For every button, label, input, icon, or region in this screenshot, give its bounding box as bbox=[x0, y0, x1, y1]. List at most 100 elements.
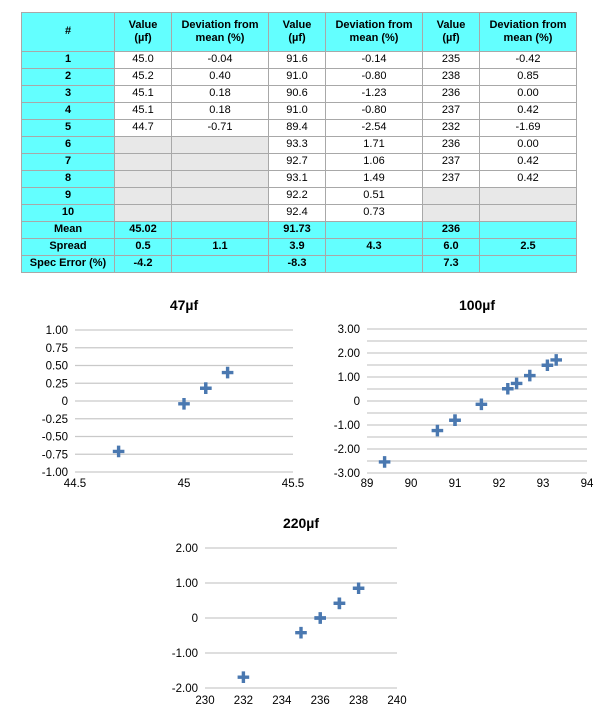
row-label[interactable]: 3 bbox=[21, 85, 115, 103]
table-cell[interactable] bbox=[171, 204, 269, 222]
table-cell[interactable] bbox=[114, 187, 172, 205]
table-cell[interactable] bbox=[114, 153, 172, 171]
table-cell[interactable]: 0.00 bbox=[479, 136, 577, 154]
column-header[interactable]: Deviation from mean (%) bbox=[325, 12, 423, 52]
table-cell[interactable] bbox=[171, 255, 269, 273]
table-cell[interactable]: 91.73 bbox=[268, 221, 326, 239]
table-cell[interactable]: 0.18 bbox=[171, 85, 269, 103]
row-label[interactable]: 5 bbox=[21, 119, 115, 137]
table-cell[interactable]: 236 bbox=[422, 136, 480, 154]
table-cell[interactable] bbox=[479, 221, 577, 239]
table-cell[interactable] bbox=[114, 136, 172, 154]
table-cell[interactable] bbox=[114, 170, 172, 188]
table-cell[interactable]: 0.40 bbox=[171, 68, 269, 86]
table-cell[interactable]: 91.6 bbox=[268, 51, 326, 69]
table-cell[interactable] bbox=[171, 153, 269, 171]
table-cell[interactable]: 3.9 bbox=[268, 238, 326, 256]
row-label[interactable]: 10 bbox=[21, 204, 115, 222]
table-cell[interactable]: 92.2 bbox=[268, 187, 326, 205]
table-cell[interactable]: 237 bbox=[422, 170, 480, 188]
table-cell[interactable] bbox=[422, 187, 480, 205]
table-cell[interactable]: 92.4 bbox=[268, 204, 326, 222]
row-label[interactable]: Mean bbox=[21, 221, 115, 239]
table-cell[interactable] bbox=[171, 187, 269, 205]
table-cell[interactable]: 45.0 bbox=[114, 51, 172, 69]
table-cell[interactable]: 237 bbox=[422, 153, 480, 171]
column-header[interactable]: Value (µf) bbox=[422, 12, 480, 52]
table-cell[interactable] bbox=[325, 255, 423, 273]
table-cell[interactable] bbox=[171, 221, 269, 239]
row-label[interactable]: Spread bbox=[21, 238, 115, 256]
column-header[interactable]: Deviation from mean (%) bbox=[479, 12, 577, 52]
row-label[interactable]: 7 bbox=[21, 153, 115, 171]
table-cell[interactable]: 0.42 bbox=[479, 102, 577, 120]
row-label[interactable]: 6 bbox=[21, 136, 115, 154]
table-cell[interactable]: 4.3 bbox=[325, 238, 423, 256]
column-header[interactable]: Deviation from mean (%) bbox=[171, 12, 269, 52]
table-cell[interactable]: 90.6 bbox=[268, 85, 326, 103]
table-cell[interactable]: 0.51 bbox=[325, 187, 423, 205]
table-cell[interactable]: 44.7 bbox=[114, 119, 172, 137]
table-cell[interactable]: 237 bbox=[422, 102, 480, 120]
table-cell[interactable] bbox=[325, 221, 423, 239]
table-cell[interactable]: 0.18 bbox=[171, 102, 269, 120]
table-cell[interactable] bbox=[171, 170, 269, 188]
table-cell[interactable]: 0.00 bbox=[479, 85, 577, 103]
table-cell[interactable]: 235 bbox=[422, 51, 480, 69]
table-cell[interactable]: 1.06 bbox=[325, 153, 423, 171]
table-cell[interactable]: 2.5 bbox=[479, 238, 577, 256]
table-cell[interactable]: 0.42 bbox=[479, 153, 577, 171]
table-cell[interactable]: -0.04 bbox=[171, 51, 269, 69]
row-label[interactable]: 1 bbox=[21, 51, 115, 69]
table-cell[interactable]: -2.54 bbox=[325, 119, 423, 137]
table-cell[interactable]: 91.0 bbox=[268, 68, 326, 86]
scatter-plot[interactable]: 1.00 0.75 0.50 0.25 0 -0.25 -0.50 -0.75 -1.0044.… bbox=[27, 292, 312, 497]
table-cell[interactable]: 93.1 bbox=[268, 170, 326, 188]
table-cell[interactable]: 0.73 bbox=[325, 204, 423, 222]
table-cell[interactable]: -8.3 bbox=[268, 255, 326, 273]
row-label[interactable]: 2 bbox=[21, 68, 115, 86]
table-cell[interactable] bbox=[479, 187, 577, 205]
table-cell[interactable]: 236 bbox=[422, 221, 480, 239]
table-cell[interactable] bbox=[479, 255, 577, 273]
row-label[interactable]: Spec Error (%) bbox=[21, 255, 115, 273]
table-cell[interactable]: 92.7 bbox=[268, 153, 326, 171]
table-cell[interactable]: -1.23 bbox=[325, 85, 423, 103]
table-cell[interactable]: 1.49 bbox=[325, 170, 423, 188]
table-cell[interactable]: 45.1 bbox=[114, 102, 172, 120]
table-cell[interactable]: 93.3 bbox=[268, 136, 326, 154]
table-cell[interactable] bbox=[422, 204, 480, 222]
table-cell[interactable]: 0.85 bbox=[479, 68, 577, 86]
table-cell[interactable]: 0.42 bbox=[479, 170, 577, 188]
table-cell[interactable]: 1.71 bbox=[325, 136, 423, 154]
table-cell[interactable]: -4.2 bbox=[114, 255, 172, 273]
table-cell[interactable]: 89.4 bbox=[268, 119, 326, 137]
table-cell[interactable]: -0.80 bbox=[325, 68, 423, 86]
table-cell[interactable]: 236 bbox=[422, 85, 480, 103]
table-cell[interactable]: 238 bbox=[422, 68, 480, 86]
table-cell[interactable]: -0.42 bbox=[479, 51, 577, 69]
table-cell[interactable] bbox=[479, 204, 577, 222]
table-cell[interactable]: 6.0 bbox=[422, 238, 480, 256]
table-cell[interactable]: -0.80 bbox=[325, 102, 423, 120]
corner-header[interactable]: # bbox=[21, 12, 115, 52]
table-cell[interactable]: 7.3 bbox=[422, 255, 480, 273]
table-cell[interactable]: -0.71 bbox=[171, 119, 269, 137]
table-cell[interactable]: -1.69 bbox=[479, 119, 577, 137]
table-cell[interactable]: 0.5 bbox=[114, 238, 172, 256]
table-cell[interactable]: 1.1 bbox=[171, 238, 269, 256]
table-cell[interactable]: 232 bbox=[422, 119, 480, 137]
row-label[interactable]: 4 bbox=[21, 102, 115, 120]
table-cell[interactable]: 45.1 bbox=[114, 85, 172, 103]
table-cell[interactable] bbox=[171, 136, 269, 154]
table-cell[interactable]: -0.14 bbox=[325, 51, 423, 69]
column-header[interactable]: Value (µf) bbox=[114, 12, 172, 52]
row-label[interactable]: 9 bbox=[21, 187, 115, 205]
row-label[interactable]: 8 bbox=[21, 170, 115, 188]
table-cell[interactable]: 45.2 bbox=[114, 68, 172, 86]
table-cell[interactable]: 45.02 bbox=[114, 221, 172, 239]
table-cell[interactable]: 91.0 bbox=[268, 102, 326, 120]
table-cell[interactable] bbox=[114, 204, 172, 222]
